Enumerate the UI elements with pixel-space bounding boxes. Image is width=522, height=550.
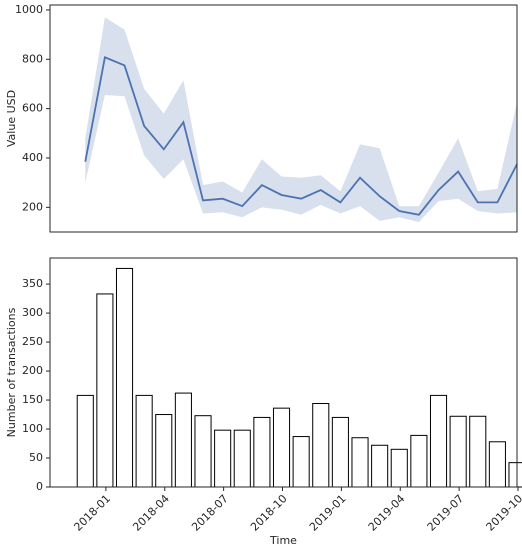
- y-tick-label: 200: [22, 200, 43, 213]
- y-tick-label: 600: [22, 102, 43, 115]
- bar: [76, 394, 94, 488]
- y-tick-label: 50: [29, 451, 43, 464]
- bar: [469, 415, 487, 488]
- bar: [96, 293, 114, 488]
- y-axis-label: Value USD: [5, 90, 18, 147]
- y-tick-label: 0: [36, 480, 43, 493]
- y-tick-label: 300: [22, 306, 43, 319]
- bar: [331, 416, 349, 488]
- x-tick-label: 2019-04: [366, 492, 408, 534]
- bar: [410, 434, 428, 488]
- y-tick-label: 400: [22, 151, 43, 164]
- y-tick-label: 800: [22, 52, 43, 65]
- bar: [135, 394, 153, 488]
- bar: [390, 448, 408, 488]
- bar: [155, 414, 173, 488]
- line: [84, 56, 518, 216]
- plot-frame: [49, 4, 518, 233]
- bar: [429, 394, 448, 488]
- bar: [508, 462, 522, 488]
- y-tick-label: 1000: [15, 3, 43, 16]
- plot-frame: [49, 257, 518, 488]
- x-tick-label: 2019-01: [307, 492, 349, 534]
- bar: [449, 415, 467, 488]
- bar: [488, 441, 506, 488]
- bar: [194, 415, 212, 488]
- bar: [174, 392, 192, 488]
- x-axis-label: Time: [269, 534, 297, 547]
- x-tick-label: 2018-01: [71, 492, 113, 534]
- bar: [371, 444, 389, 488]
- bar: [233, 429, 251, 488]
- bar: [272, 407, 291, 488]
- bar: [115, 267, 134, 488]
- bar: [292, 436, 310, 488]
- bar: [351, 437, 369, 488]
- y-tick-label: 100: [22, 422, 43, 435]
- x-tick-label: 2018-07: [189, 492, 231, 534]
- x-tick-label: 2019-07: [425, 492, 467, 534]
- x-tick-label: 2018-04: [130, 492, 172, 534]
- y-tick-label: 150: [22, 393, 43, 406]
- x-tick-label: 2018-10: [248, 492, 290, 534]
- bar: [253, 416, 271, 488]
- bar: [312, 403, 330, 488]
- y-tick-label: 200: [22, 364, 43, 377]
- x-tick-label: 2019-10: [484, 492, 522, 534]
- y-axis-label: Number of transactions: [5, 307, 18, 437]
- y-tick-label: 250: [22, 335, 43, 348]
- confidence-band: [85, 17, 518, 223]
- y-tick-label: 350: [22, 277, 43, 290]
- bar: [214, 429, 232, 488]
